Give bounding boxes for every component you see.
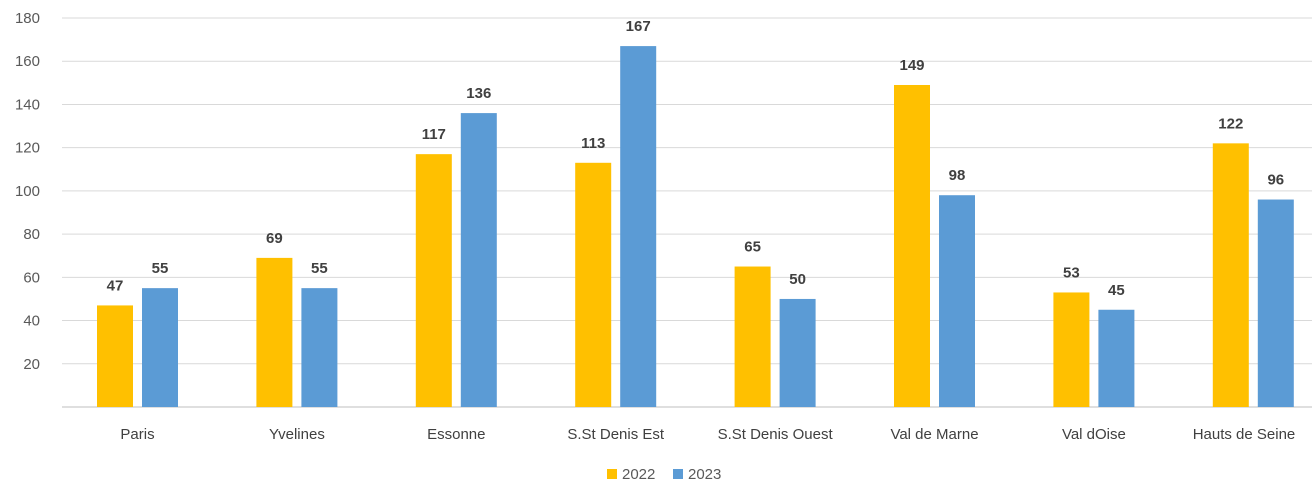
bar-2022-1 bbox=[256, 257, 293, 407]
data-label: 53 bbox=[1063, 264, 1080, 281]
y-tick-label: 40 bbox=[23, 313, 40, 330]
bar-2022-0 bbox=[97, 305, 133, 407]
data-labels: 47 55 69 55 117 136 113 167 65 50 149 98 53 45 122 96 bbox=[107, 18, 1284, 299]
category-label: Paris bbox=[120, 426, 154, 443]
y-tick-label: 180 bbox=[15, 10, 40, 27]
bar-2022-7 bbox=[1212, 143, 1249, 407]
bar-2023-3 bbox=[620, 46, 657, 407]
data-label: 47 bbox=[107, 277, 124, 294]
bar-2023-6 bbox=[1098, 309, 1135, 407]
category-label: S.St Denis Ouest bbox=[718, 426, 834, 443]
data-label: 167 bbox=[626, 18, 651, 35]
bar-2022-3 bbox=[575, 162, 612, 407]
legend-swatch-2022 bbox=[607, 469, 617, 479]
category-label: Val de Marne bbox=[890, 426, 978, 443]
category-label: Val dOise bbox=[1062, 426, 1126, 443]
y-tick-label: 140 bbox=[15, 96, 40, 113]
data-label: 113 bbox=[581, 135, 605, 152]
bars bbox=[97, 46, 1294, 407]
data-label: 55 bbox=[152, 260, 169, 277]
y-axis-ticks: 20 40 60 80 100 120 140 160 180 bbox=[15, 10, 40, 373]
category-label: Essonne bbox=[427, 426, 485, 443]
data-label: 69 bbox=[266, 230, 283, 247]
category-label: S.St Denis Est bbox=[567, 426, 665, 443]
bar-2023-1 bbox=[301, 288, 338, 407]
bar-2023-7 bbox=[1257, 199, 1294, 407]
legend-label: 2023 bbox=[688, 466, 721, 483]
y-tick-label: 20 bbox=[23, 356, 40, 373]
bar-2022-5 bbox=[894, 84, 930, 407]
bar-2023-2 bbox=[460, 113, 497, 407]
data-label: 149 bbox=[899, 57, 924, 74]
bar-2022-4 bbox=[734, 266, 771, 407]
y-tick-label: 60 bbox=[23, 269, 40, 286]
bar-2022-2 bbox=[415, 154, 452, 407]
bar-2023-0 bbox=[142, 288, 178, 407]
legend-swatch-2023 bbox=[673, 469, 683, 479]
y-tick-label: 100 bbox=[15, 183, 40, 200]
x-axis-categories: Paris Yvelines Essonne S.St Denis Est S.St D… bbox=[120, 426, 1295, 443]
data-label: 122 bbox=[1218, 115, 1243, 132]
y-tick-label: 120 bbox=[15, 140, 40, 157]
legend-label: 2022 bbox=[622, 466, 655, 483]
legend: 2022 2023 bbox=[607, 466, 721, 483]
data-label: 98 bbox=[949, 167, 966, 184]
data-label: 55 bbox=[311, 260, 328, 277]
y-tick-label: 160 bbox=[15, 53, 40, 70]
bar-2023-4 bbox=[779, 298, 816, 407]
category-label: Hauts de Seine bbox=[1193, 426, 1296, 443]
category-label: Yvelines bbox=[269, 426, 325, 443]
data-label: 45 bbox=[1108, 282, 1125, 299]
bar-2022-6 bbox=[1053, 292, 1090, 407]
data-label: 65 bbox=[744, 239, 761, 256]
data-label: 96 bbox=[1267, 172, 1284, 189]
data-label: 136 bbox=[466, 85, 491, 102]
bar-2023-5 bbox=[939, 195, 975, 407]
data-label: 117 bbox=[422, 126, 446, 143]
data-label: 50 bbox=[789, 271, 806, 288]
y-tick-label: 80 bbox=[23, 226, 40, 243]
